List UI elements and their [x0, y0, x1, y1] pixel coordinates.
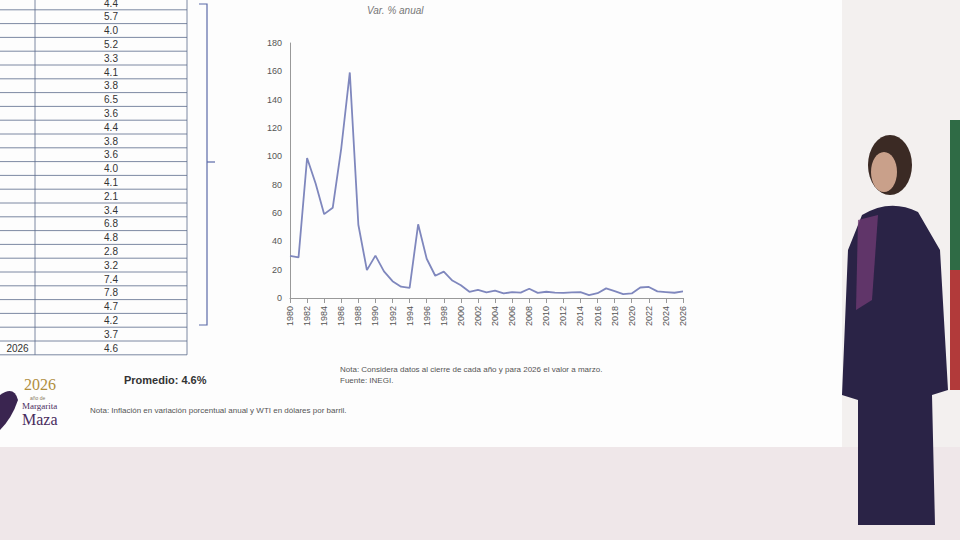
svg-text:120: 120 — [267, 123, 282, 133]
html-text:4.0: 4.0 — [104, 25, 118, 37]
html-text:Nota: Considera datos al cierr: Nota: Considera datos al cierre de cada … — [340, 365, 603, 374]
svg-text:2004: 2004 — [490, 306, 500, 326]
svg-text:160: 160 — [267, 66, 282, 76]
svg-text:1994: 1994 — [405, 306, 415, 326]
svg-text:2016: 2016 — [593, 306, 603, 326]
html-text:3.8: 3.8 — [104, 80, 118, 92]
svg-text:2000: 2000 — [456, 306, 466, 326]
svg-text:2024: 2024 — [661, 306, 671, 326]
svg-text:2014: 2014 — [575, 306, 585, 326]
html-text:4.4: 4.4 — [104, 121, 118, 133]
html-text:año de: año de — [30, 395, 46, 401]
html-text:2.8: 2.8 — [104, 245, 118, 257]
svg-text:2022: 2022 — [644, 306, 654, 326]
html-text:4.6: 4.6 — [104, 342, 118, 354]
svg-text:100: 100 — [267, 151, 282, 161]
svg-text:2002: 2002 — [473, 306, 483, 326]
svg-text:1998: 1998 — [439, 306, 449, 326]
html-text:4.8: 4.8 — [104, 232, 118, 244]
html-text:7.4: 7.4 — [104, 273, 118, 285]
html-text:3.6: 3.6 — [104, 107, 118, 119]
svg-text:2008: 2008 — [524, 306, 534, 326]
html-text:4.1: 4.1 — [104, 176, 118, 188]
svg-text:2010: 2010 — [541, 306, 551, 326]
html-text:3.6: 3.6 — [104, 149, 118, 161]
svg-text:1984: 1984 — [319, 306, 329, 326]
svg-text:140: 140 — [267, 95, 282, 105]
svg-text:1996: 1996 — [422, 306, 432, 326]
html-text:Nota: Inflación en variación p: Nota: Inflación en variación porcentual … — [90, 406, 347, 415]
html-text:4.2: 4.2 — [104, 314, 118, 326]
html-text:2026: 2026 — [6, 342, 29, 354]
svg-text:2026: 2026 — [678, 306, 688, 326]
svg-text:1980: 1980 — [285, 306, 295, 326]
html-text:Maza: Maza — [22, 411, 58, 428]
html-text:Promedio: 4.6%: Promedio: 4.6% — [124, 374, 207, 386]
svg-text:40: 40 — [272, 236, 282, 246]
html-text:7.8: 7.8 — [104, 287, 118, 299]
html-text:Fuente: INEGI.: Fuente: INEGI. — [340, 376, 394, 385]
html-text:3.2: 3.2 — [104, 259, 118, 271]
html-text:4.1: 4.1 — [104, 66, 118, 78]
svg-text:1990: 1990 — [370, 306, 380, 326]
svg-text:1986: 1986 — [336, 306, 346, 326]
svg-text:60: 60 — [272, 208, 282, 218]
svg-text:Var. % anual: Var. % anual — [367, 5, 424, 16]
html-text:Margarita: Margarita — [22, 401, 58, 411]
svg-text:2018: 2018 — [610, 306, 620, 326]
svg-text:1992: 1992 — [388, 306, 398, 326]
html-text:6.5: 6.5 — [104, 94, 118, 106]
svg-text:1988: 1988 — [353, 306, 363, 326]
html-text:5.2: 5.2 — [104, 38, 118, 50]
svg-text:2020: 2020 — [627, 306, 637, 326]
html-text:5.7: 5.7 — [104, 11, 118, 23]
svg-text:20: 20 — [272, 265, 282, 275]
svg-text:180: 180 — [267, 38, 282, 48]
html-text:3.8: 3.8 — [104, 135, 118, 147]
html-text:4.7: 4.7 — [104, 301, 118, 313]
svg-text:2012: 2012 — [558, 306, 568, 326]
html-text:2.1: 2.1 — [104, 190, 118, 202]
svg-text:0: 0 — [277, 293, 282, 303]
html-text:2026: 2026 — [24, 376, 56, 393]
svg-text:80: 80 — [272, 180, 282, 190]
html-text:3.7: 3.7 — [104, 328, 118, 340]
svg-text:2006: 2006 — [507, 306, 517, 326]
html-text:3.3: 3.3 — [104, 52, 118, 64]
html-text:6.8: 6.8 — [104, 218, 118, 230]
html-text:4.0: 4.0 — [104, 163, 118, 175]
svg-text:1982: 1982 — [302, 306, 312, 326]
html-text:3.4: 3.4 — [104, 204, 118, 216]
